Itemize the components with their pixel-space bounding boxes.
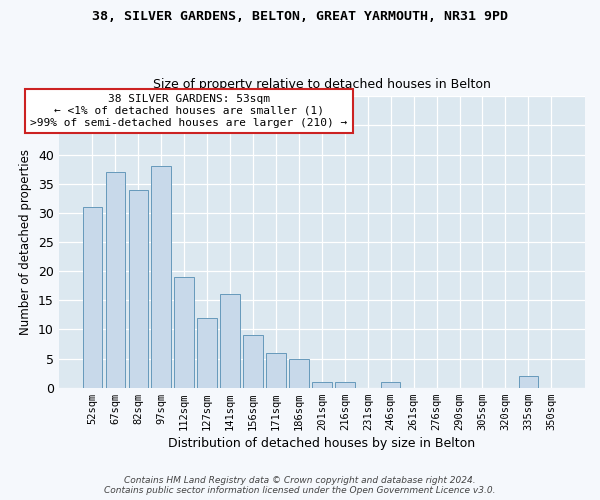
Bar [335, 382, 355, 388]
Bar [106, 172, 125, 388]
Text: 38, SILVER GARDENS, BELTON, GREAT YARMOUTH, NR31 9PD: 38, SILVER GARDENS, BELTON, GREAT YARMOU… [92, 10, 508, 23]
Bar [151, 166, 171, 388]
Bar [243, 335, 263, 388]
Bar [289, 358, 308, 388]
Text: 38 SILVER GARDENS: 53sqm
← <1% of detached houses are smaller (1)
>99% of semi-d: 38 SILVER GARDENS: 53sqm ← <1% of detach… [30, 94, 347, 128]
Bar [220, 294, 240, 388]
Bar [128, 190, 148, 388]
X-axis label: Distribution of detached houses by size in Belton: Distribution of detached houses by size … [168, 437, 475, 450]
Bar [175, 277, 194, 388]
Bar [312, 382, 332, 388]
Bar [518, 376, 538, 388]
Y-axis label: Number of detached properties: Number of detached properties [19, 149, 32, 335]
Bar [197, 318, 217, 388]
Text: Contains HM Land Registry data © Crown copyright and database right 2024.
Contai: Contains HM Land Registry data © Crown c… [104, 476, 496, 495]
Bar [266, 352, 286, 388]
Title: Size of property relative to detached houses in Belton: Size of property relative to detached ho… [153, 78, 491, 91]
Bar [381, 382, 400, 388]
Bar [83, 207, 102, 388]
